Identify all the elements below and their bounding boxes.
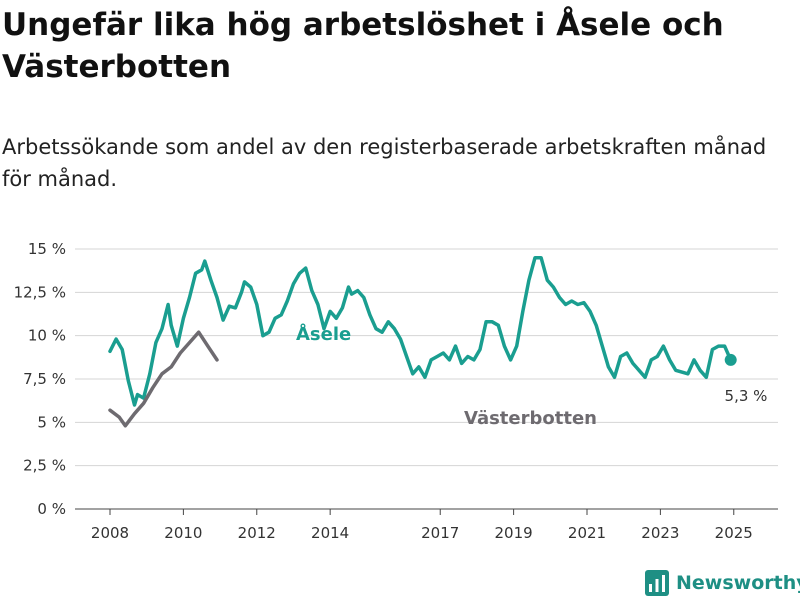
series-label-vasterbotten: Västerbotten: [464, 408, 597, 429]
asele-line: [108, 255, 733, 407]
vasterbotten-line: [108, 330, 219, 428]
chart-title: Ungefär lika hög arbetslöshet i Åsele oc…: [2, 7, 724, 85]
series-lines: [108, 255, 733, 428]
newsworthy-logo: Newsworthy: [645, 568, 800, 598]
y-tick-label: 12,5 %: [14, 283, 66, 301]
x-tick-label: 2008: [91, 524, 129, 542]
x-tick-label: 2012: [238, 524, 276, 542]
y-tick-label: 15 %: [28, 240, 66, 258]
x-tick-label: 2017: [421, 524, 459, 542]
y-tick-label: 10 %: [28, 327, 66, 345]
end-point-marker: [724, 353, 737, 366]
x-tick-label: 2014: [311, 524, 349, 542]
y-tick-label: 2,5 %: [23, 457, 66, 475]
x-tick-label: 2021: [568, 524, 606, 542]
x-tick-label: 2010: [164, 524, 202, 542]
bar-chart-icon: [645, 570, 669, 596]
x-tick-label: 2023: [641, 524, 679, 542]
chart-subtitle: Arbetssökande som andel av den registerb…: [2, 135, 767, 191]
series-labels: 5,3 % Åsele Västerbotten: [296, 322, 767, 429]
end-value-label: 5,3 %: [725, 387, 768, 405]
y-tick-label: 5 %: [37, 413, 66, 431]
y-axis: 0 % 2,5 % 5 % 7,5 % 10 % 12,5 % 15 %: [14, 240, 66, 518]
x-axis: 2008 2010 2012 2014 2017 2019 2021 2023 2025: [91, 509, 753, 542]
brand-name: Newsworthy: [676, 572, 800, 594]
y-tick-label: 0 %: [37, 500, 66, 518]
series-label-asele: Åsele: [296, 322, 351, 345]
gridlines: [75, 248, 778, 510]
y-tick-label: 7,5 %: [23, 370, 66, 388]
x-tick-label: 2025: [715, 524, 753, 542]
x-tick-label: 2019: [495, 524, 533, 542]
